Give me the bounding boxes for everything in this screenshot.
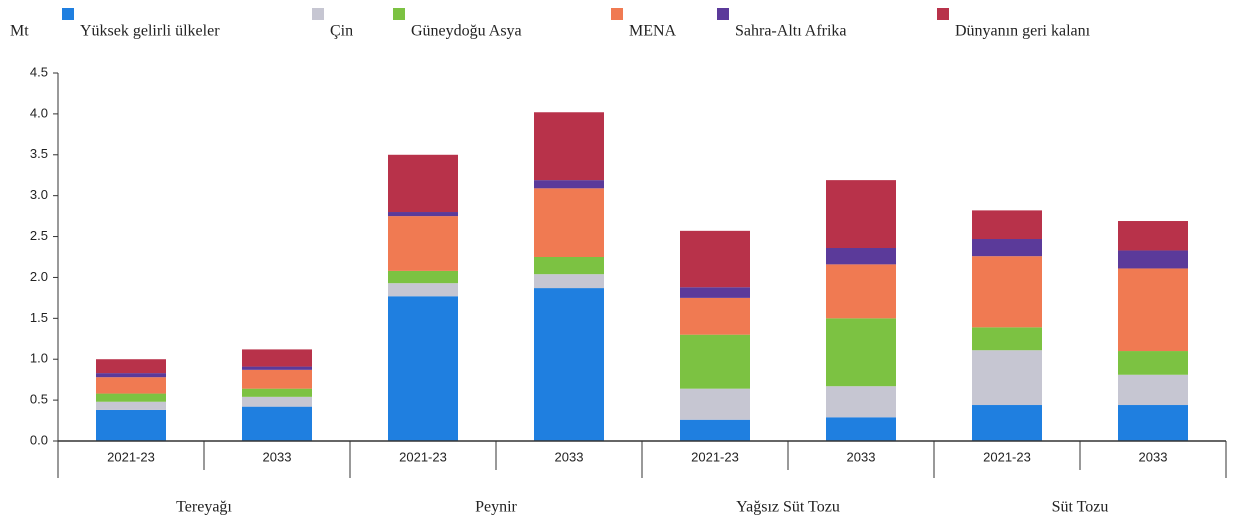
bar-segment <box>972 256 1042 328</box>
legend-label: Yüksek gelirli ülkeler <box>80 23 220 40</box>
legend-label: Sahra-Altı Afrika <box>735 23 847 40</box>
legend-label: Çin <box>330 23 353 40</box>
y-tick-label: 2.0 <box>30 269 48 284</box>
bar-segment <box>680 297 750 335</box>
bar-segment <box>96 393 166 402</box>
y-tick-label: 0.0 <box>30 432 48 447</box>
bar-segment <box>972 239 1042 257</box>
bar-segment <box>388 216 458 271</box>
bar-segment <box>826 318 896 387</box>
bar-segment <box>388 270 458 284</box>
x-tick-label: 2033 <box>263 449 292 464</box>
x-tick-label: 2021-23 <box>691 449 739 464</box>
legend-swatch <box>62 8 74 20</box>
group-label: Süt Tozu <box>1052 499 1109 516</box>
bar-segment <box>1118 221 1188 251</box>
legend-swatch <box>717 8 729 20</box>
bar-segment <box>680 230 750 288</box>
x-tick-label: 2021-23 <box>399 449 447 464</box>
y-tick-label: 4.0 <box>30 105 48 120</box>
bar-segment <box>680 287 750 298</box>
bar-segment <box>534 180 604 189</box>
bar-segment <box>1118 250 1188 269</box>
x-tick-label: 2021-23 <box>107 449 155 464</box>
bar-segment <box>1118 268 1188 352</box>
x-tick-label: 2033 <box>555 449 584 464</box>
bar-segment <box>96 377 166 394</box>
bar-segment <box>242 388 312 397</box>
bar-segment <box>1118 374 1188 406</box>
bar-segment <box>534 288 604 441</box>
y-tick-label: 0.5 <box>30 392 48 407</box>
y-tick-label: 3.5 <box>30 146 48 161</box>
bar-segment <box>242 396 312 407</box>
bar-segment <box>1118 405 1188 441</box>
bar-segment <box>1118 351 1188 375</box>
bar-segment <box>972 327 1042 351</box>
x-tick-label: 2033 <box>847 449 876 464</box>
group-label: Yağsız Süt Tozu <box>736 499 840 516</box>
legend-label: MENA <box>629 23 677 40</box>
bar-segment <box>972 405 1042 441</box>
bar-segment <box>96 373 166 378</box>
bar-segment <box>388 154 458 213</box>
bar-segment <box>388 296 458 441</box>
bar-segment <box>242 369 312 389</box>
bar-segment <box>972 350 1042 406</box>
group-label: Tereyağı <box>176 499 232 516</box>
legend-label: Güneydoğu Asya <box>411 23 522 40</box>
bar-segment <box>534 188 604 257</box>
bar-segment <box>534 257 604 275</box>
bar-segment <box>388 283 458 297</box>
y-tick-label: 3.0 <box>30 187 48 202</box>
y-tick-label: 1.5 <box>30 310 48 325</box>
bar-segment <box>826 248 896 265</box>
bar-segment <box>972 210 1042 240</box>
bar-segment <box>242 366 312 370</box>
bar-segment <box>96 401 166 410</box>
bar-segment <box>826 180 896 249</box>
bar-segment <box>680 388 750 420</box>
legend-label: Dünyanın geri kalanı <box>955 23 1091 40</box>
bar-segment <box>242 349 312 367</box>
x-tick-label: 2033 <box>1139 449 1168 464</box>
y-axis-label: Mt <box>10 23 29 40</box>
bar-segment <box>826 264 896 319</box>
y-tick-label: 4.5 <box>30 64 48 79</box>
bar-segment <box>96 409 166 441</box>
bar-segment <box>388 212 458 217</box>
bar-segment <box>680 334 750 389</box>
legend-swatch <box>312 8 324 20</box>
bar-segment <box>534 112 604 181</box>
legend-swatch <box>937 8 949 20</box>
bar-segment <box>826 386 896 418</box>
group-label: Peynir <box>475 499 517 516</box>
bar-segment <box>680 419 750 441</box>
legend-swatch <box>611 8 623 20</box>
bar-segment <box>826 417 896 441</box>
bar-segment <box>534 274 604 289</box>
bar-segment <box>96 359 166 374</box>
y-tick-label: 1.0 <box>30 351 48 366</box>
x-tick-label: 2021-23 <box>983 449 1031 464</box>
y-tick-label: 2.5 <box>30 228 48 243</box>
bar-segment <box>242 406 312 441</box>
legend-swatch <box>393 8 405 20</box>
